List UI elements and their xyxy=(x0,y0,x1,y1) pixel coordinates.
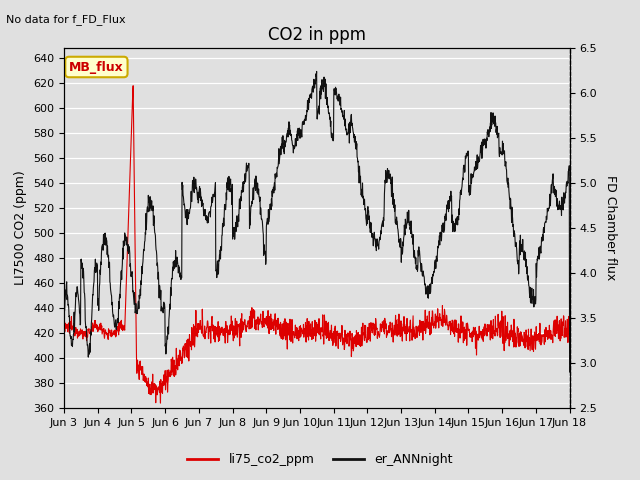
Title: CO2 in ppm: CO2 in ppm xyxy=(268,25,366,44)
Y-axis label: LI7500 CO2 (ppm): LI7500 CO2 (ppm) xyxy=(15,170,28,286)
Legend: li75_co2_ppm, er_ANNnight: li75_co2_ppm, er_ANNnight xyxy=(182,448,458,471)
Text: No data for f_FD_Flux: No data for f_FD_Flux xyxy=(6,14,126,25)
Text: MB_flux: MB_flux xyxy=(69,60,124,73)
Y-axis label: FD Chamber flux: FD Chamber flux xyxy=(604,175,616,281)
